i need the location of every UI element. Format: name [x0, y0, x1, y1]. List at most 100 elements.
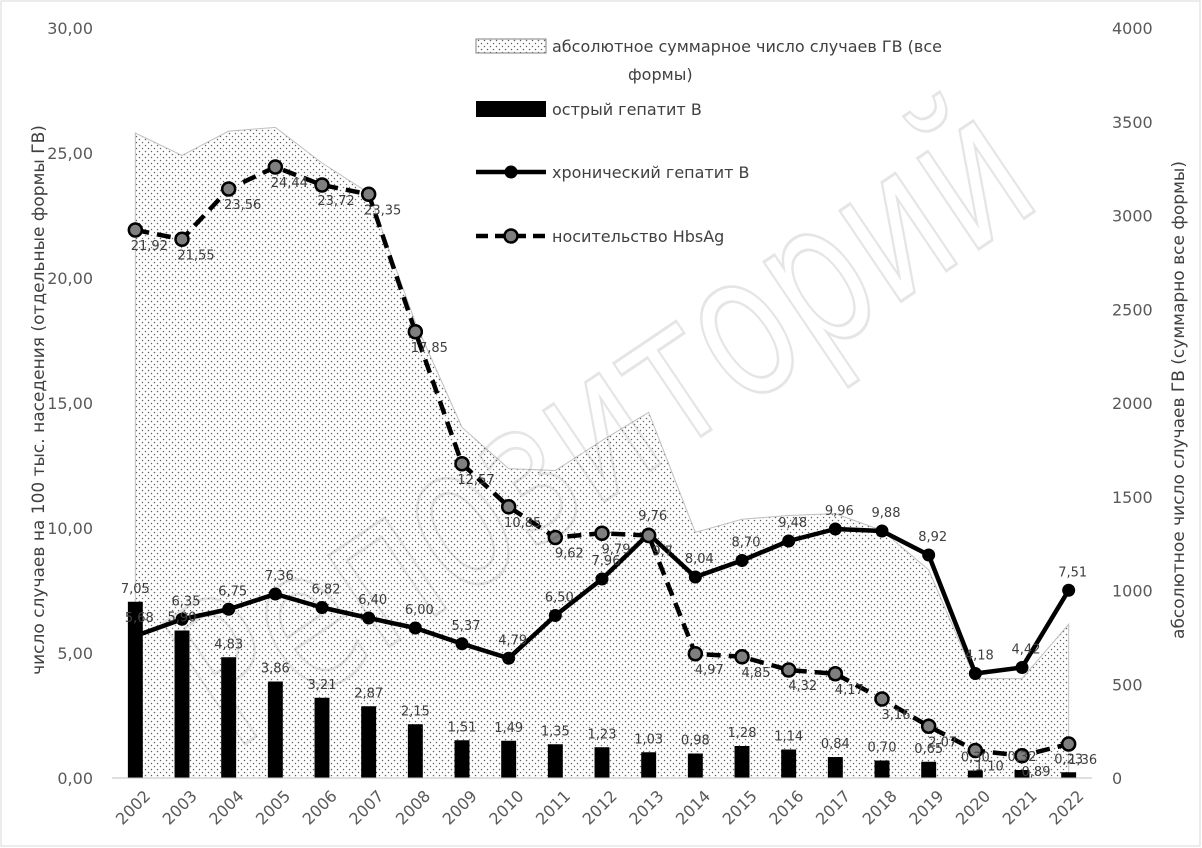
point-chronic-2009: [455, 637, 469, 651]
point-carrier-2021: [1014, 748, 1030, 764]
point-carrier-2012: [594, 525, 610, 541]
label-acute: 0,32: [1008, 750, 1037, 765]
point-chronic-2017: [828, 522, 842, 536]
point-chronic-2015: [735, 554, 749, 567]
bar-acute-2019: [921, 761, 937, 778]
label-acute: 3,86: [261, 662, 290, 677]
label-carrier: 4,17: [835, 683, 864, 698]
label-carrier: 17,85: [411, 341, 448, 356]
bar-acute-2012: [594, 747, 610, 778]
point-carrier-2007: [360, 186, 377, 202]
point-carrier-2009: [454, 456, 470, 472]
legend: абсолютное суммарное число случаев ГВ (в…: [475, 37, 942, 246]
point-chronic-2014: [688, 570, 702, 584]
label-chronic: 4,18: [965, 649, 994, 664]
point-carrier-2004: [220, 181, 237, 197]
y-right-tick-label: 3500: [1112, 113, 1153, 132]
point-chronic-2005: [268, 587, 282, 601]
legend-label-acute: острый гепатит В: [552, 100, 702, 119]
legend-label-area-line2: формы): [628, 65, 693, 84]
bar-series: [127, 601, 1077, 778]
label-carrier: 23,56: [224, 198, 261, 213]
label-carrier: 10,85: [504, 516, 541, 531]
point-carrier-2008: [407, 324, 424, 340]
point-carrier-2014: [687, 646, 704, 662]
legend-label-carrier: носительство HbsAg: [552, 227, 724, 246]
point-chronic-2004: [222, 602, 236, 616]
point-chronic-2022: [1062, 583, 1076, 597]
bar-acute-2014: [687, 753, 703, 778]
label-chronic: 6,82: [312, 583, 341, 598]
label-chronic: 9,48: [778, 516, 807, 531]
legend-swatch-bar: [476, 101, 546, 117]
legend-label-area: абсолютное суммарное число случаев ГВ (в…: [552, 37, 942, 84]
label-carrier: 21,92: [131, 239, 168, 254]
label-chronic: 7,36: [265, 569, 294, 584]
bar-acute-2007: [361, 706, 377, 778]
label-acute: 1,14: [774, 730, 803, 745]
point-chronic-2021: [1015, 661, 1029, 674]
label-acute: 1,23: [588, 727, 617, 742]
bar-acute-2010: [501, 740, 517, 778]
point-chronic-2007: [362, 611, 376, 625]
bar-acute-2015: [734, 746, 750, 778]
bar-acute-2009: [454, 740, 470, 778]
bar-acute-2018: [874, 760, 890, 778]
label-acute: 1,35: [541, 724, 570, 739]
legend-label-area-line1: абсолютное суммарное число случаев ГВ (в…: [552, 37, 942, 56]
point-chronic-2018: [875, 524, 889, 538]
watermark-text: Репозиторий: [129, 51, 1072, 792]
label-carrier: 4,85: [742, 666, 771, 681]
legend-swatch-area: [475, 38, 547, 54]
y-right-tick-label: 500: [1112, 675, 1143, 694]
point-carrier-2013: [640, 527, 657, 544]
point-carrier-2019: [920, 718, 937, 734]
label-chronic: 7,96: [592, 554, 621, 569]
point-chronic-2002: [128, 629, 142, 643]
point-chronic-2012: [595, 572, 609, 586]
label-carrier: 24,44: [271, 176, 308, 191]
bar-acute-2016: [781, 749, 797, 778]
y-left-tick-label: 30,00: [47, 19, 93, 38]
label-carrier: 0,89: [1022, 765, 1051, 780]
point-carrier-2015: [734, 649, 750, 665]
label-acute: 0,98: [681, 734, 710, 749]
bar-acute-2008: [407, 724, 423, 778]
label-carrier: 21,55: [177, 248, 214, 263]
label-acute: 1,51: [448, 720, 477, 735]
label-acute: 2,15: [401, 704, 430, 719]
point-chronic-2003: [175, 612, 189, 626]
point-chronic-2019: [922, 548, 936, 562]
carrier-line-series: [127, 159, 1077, 764]
point-chronic-2006: [315, 601, 329, 614]
label-carrier: 4,97: [695, 663, 724, 678]
label-acute: 1,03: [634, 732, 663, 747]
y-axis-right-title: абсолютное число случаев ГВ (суммарно вс…: [1169, 161, 1189, 639]
label-acute: 1,49: [494, 721, 523, 736]
point-carrier-2020: [967, 742, 984, 759]
bar-acute-2017: [827, 757, 843, 778]
point-carrier-2022: [1060, 736, 1077, 752]
y-left-tick-label: 20,00: [47, 269, 93, 288]
y-left-tick-label: 10,00: [47, 519, 93, 538]
bar-acute-2003: [174, 630, 190, 778]
bar-acute-2006: [314, 697, 330, 778]
point-carrier-2003: [174, 231, 190, 247]
data-labels: 7,05 5,90 4,83 3,86 3,21 2,87 2,15 1,51 1,49 1,35…: [121, 176, 1097, 780]
bar-acute-2004: [221, 657, 237, 778]
label-acute: 1,28: [728, 726, 757, 741]
bar-acute-2002: [127, 601, 143, 778]
y-right-tick-label: 2000: [1112, 394, 1153, 413]
label-carrier: 23,72: [317, 194, 354, 209]
point-carrier-2018: [874, 691, 890, 707]
label-acute: 0,84: [821, 737, 850, 752]
bar-acute-2021: [1014, 770, 1030, 778]
label-chronic: 6,40: [358, 593, 387, 608]
label-acute: 0,65: [914, 742, 943, 757]
label-chronic: 9,88: [872, 506, 901, 521]
point-carrier-2017: [827, 666, 844, 682]
point-carrier-2010: [500, 499, 517, 515]
point-carrier-2005: [267, 159, 284, 175]
label-chronic: 9,96: [825, 504, 854, 519]
